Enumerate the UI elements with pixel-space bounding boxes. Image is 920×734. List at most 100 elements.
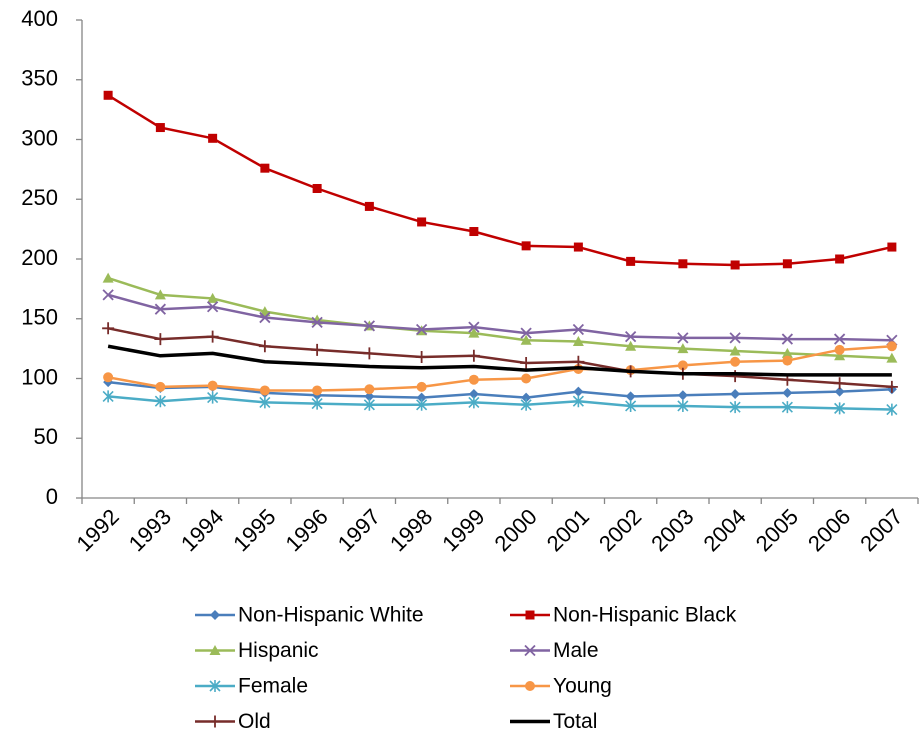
marker xyxy=(259,311,271,324)
x-tick-label: 2005 xyxy=(751,504,803,556)
marker xyxy=(834,402,846,415)
marker xyxy=(729,370,742,383)
marker xyxy=(102,272,114,283)
x-tick-label: 2007 xyxy=(855,504,907,556)
x-tick-label: 1997 xyxy=(333,504,385,556)
marker xyxy=(155,381,166,392)
marker xyxy=(468,321,480,333)
marker xyxy=(677,360,688,371)
x-tick-label: 1993 xyxy=(124,504,176,556)
marker xyxy=(206,330,219,343)
marker xyxy=(677,343,689,354)
legend-item: Non-Hispanic Black xyxy=(510,604,737,627)
marker xyxy=(103,90,113,100)
marker xyxy=(520,327,532,339)
y-tick-label: 0 xyxy=(46,484,58,509)
marker xyxy=(521,392,532,403)
x-tick-label: 1999 xyxy=(437,504,489,556)
marker xyxy=(259,385,270,396)
marker xyxy=(520,334,532,345)
x-tick-label: 1992 xyxy=(71,504,123,556)
marker xyxy=(468,396,480,409)
legend-label: Old xyxy=(238,710,271,733)
marker xyxy=(834,386,845,397)
marker xyxy=(363,347,376,360)
marker xyxy=(782,355,793,366)
legend-item: Non-Hispanic White xyxy=(195,604,424,627)
marker xyxy=(207,391,219,404)
marker xyxy=(730,389,741,400)
marker xyxy=(524,644,536,657)
marker xyxy=(573,242,583,252)
legend-item: Young xyxy=(510,675,612,698)
legend-label: Hispanic xyxy=(238,639,319,662)
marker xyxy=(525,610,535,620)
marker xyxy=(207,292,219,303)
marker xyxy=(363,398,375,411)
marker xyxy=(885,380,898,393)
series xyxy=(103,341,897,396)
marker xyxy=(207,380,218,391)
y-tick-label: 350 xyxy=(21,66,58,91)
marker xyxy=(311,343,324,356)
marker xyxy=(886,403,898,416)
y-tick-label: 250 xyxy=(21,185,58,210)
marker xyxy=(887,242,897,252)
marker xyxy=(730,356,741,367)
line xyxy=(107,276,892,360)
marker xyxy=(102,289,114,301)
x-tick-label: 1994 xyxy=(176,504,228,556)
line xyxy=(108,395,892,411)
marker xyxy=(520,356,533,369)
marker xyxy=(833,377,846,390)
marker xyxy=(103,372,114,383)
marker xyxy=(312,385,323,396)
marker xyxy=(572,323,585,336)
marker xyxy=(364,384,375,395)
marker xyxy=(206,301,219,313)
marker xyxy=(260,163,270,173)
y-tick-label: 150 xyxy=(21,305,58,330)
marker xyxy=(259,396,271,409)
marker xyxy=(102,322,115,335)
line xyxy=(107,293,892,342)
marker xyxy=(626,256,636,266)
line xyxy=(107,327,892,389)
marker xyxy=(572,395,584,408)
marker xyxy=(209,645,221,655)
marker xyxy=(624,331,637,343)
marker xyxy=(258,340,271,353)
marker xyxy=(468,327,480,338)
marker xyxy=(833,333,846,345)
marker xyxy=(729,401,741,414)
legend-item: Male xyxy=(510,639,599,662)
marker xyxy=(678,259,688,269)
marker xyxy=(415,323,428,336)
marker xyxy=(677,390,688,401)
x-tick-label: 1995 xyxy=(228,504,280,556)
marker xyxy=(154,289,166,300)
marker xyxy=(886,352,898,363)
marker xyxy=(154,395,166,408)
marker xyxy=(415,350,428,363)
legend-item: Total xyxy=(510,710,597,733)
marker xyxy=(730,260,740,270)
marker xyxy=(782,259,792,269)
marker xyxy=(102,390,114,403)
marker xyxy=(311,397,323,410)
marker xyxy=(572,335,584,346)
marker xyxy=(363,320,376,332)
marker xyxy=(729,332,741,344)
marker xyxy=(208,133,218,143)
x-tick-label: 2002 xyxy=(594,504,646,556)
legend-item: Hispanic xyxy=(195,639,319,662)
legend-label: Female xyxy=(238,675,308,698)
marker xyxy=(210,610,220,620)
marker xyxy=(572,355,585,368)
x-tick-label: 1998 xyxy=(385,504,437,556)
series xyxy=(102,390,898,416)
marker xyxy=(155,123,165,133)
marker xyxy=(781,401,793,414)
marker xyxy=(835,254,845,264)
marker xyxy=(311,316,323,328)
